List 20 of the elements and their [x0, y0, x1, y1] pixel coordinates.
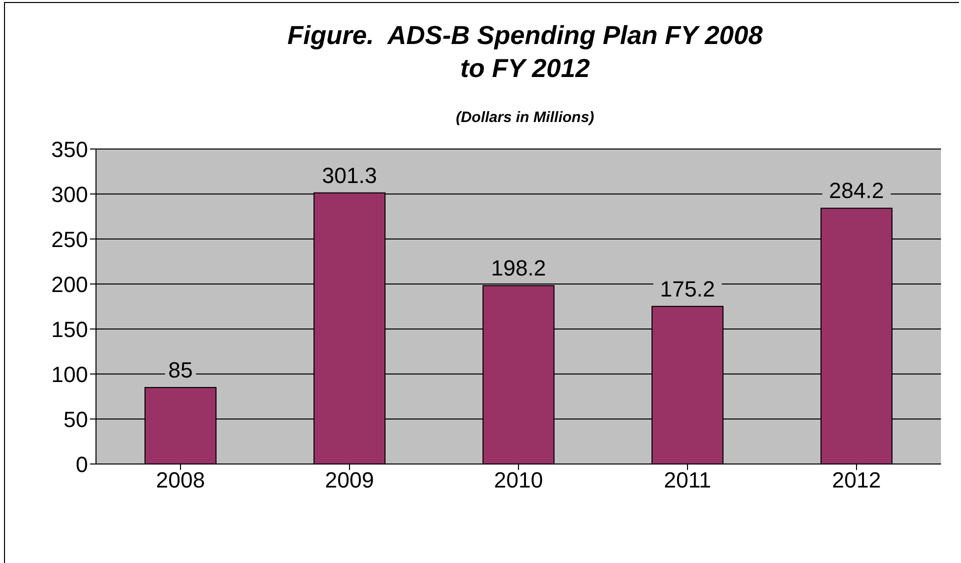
- data-label: 85: [168, 358, 193, 382]
- x-tick-label: 2009: [325, 468, 374, 493]
- x-tick-label: 2010: [494, 468, 543, 493]
- y-tick-label: 150: [51, 316, 88, 342]
- data-label: 175.2: [660, 276, 716, 302]
- x-tick-label: 2012: [832, 468, 881, 493]
- y-tick-label: 300: [51, 182, 88, 207]
- y-tick-label: 200: [51, 272, 88, 297]
- y-tick-label: 0: [76, 452, 88, 477]
- x-tick-label: 2011: [664, 468, 712, 493]
- x-tick-label: 2008: [156, 468, 205, 493]
- chart-title: Figure. ADS-B Spending Plan FY 2008 to FY 2012: [286, 19, 764, 85]
- data-label: 198.2: [490, 256, 546, 281]
- data-label: 301.3: [322, 162, 378, 188]
- data-label: 284.2: [828, 178, 884, 204]
- y-tick-label: 100: [51, 362, 88, 387]
- y-tick-label: 350: [51, 136, 88, 162]
- y-tick-label: 250: [51, 226, 88, 252]
- chart-subtitle: (Dollars in Millions): [454, 109, 596, 126]
- y-tick-label: 50: [64, 406, 88, 432]
